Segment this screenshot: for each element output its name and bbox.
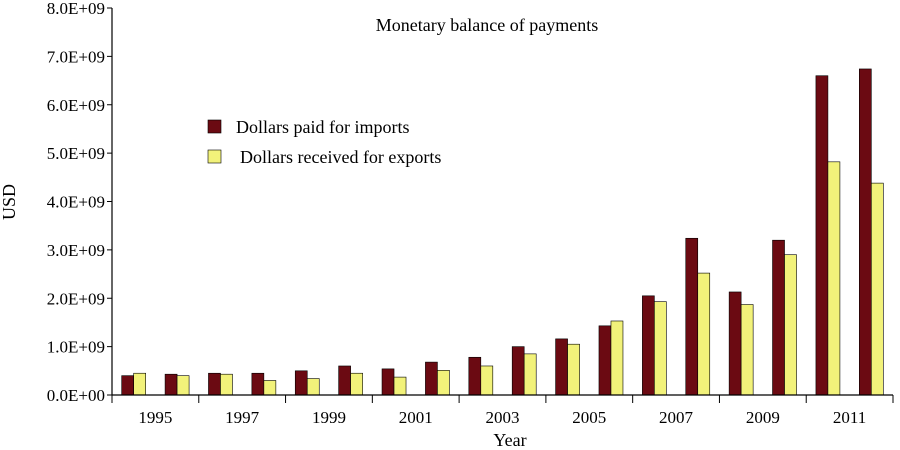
bar-imports-2004 (511, 346, 525, 396)
x-tick-label: 2011 (833, 408, 866, 427)
x-tick-label: 2005 (572, 408, 606, 427)
bar-imports-1996 (164, 373, 178, 396)
bar-exports-2005 (567, 343, 580, 396)
x-tick-label: 2003 (486, 408, 520, 427)
bar-exports-2003 (480, 365, 494, 396)
y-tick-label: 0.0E+00 (47, 386, 105, 405)
x-tick-label: 2009 (746, 408, 780, 427)
bar-exports-2001 (393, 376, 407, 396)
bar-imports-1998 (251, 372, 265, 396)
bar-exports-2000 (350, 372, 363, 396)
bar-imports-1995 (121, 375, 134, 396)
x-tick-label: 1995 (138, 408, 172, 427)
y-tick-label: 3.0E+09 (47, 241, 105, 260)
bar-exports-2004 (523, 353, 537, 396)
x-tick-label: 2001 (399, 408, 433, 427)
bar-imports-2010 (772, 239, 785, 396)
bar-imports-2002 (425, 361, 438, 396)
y-axis: 0.0E+00 1.0E+09 2.0E+09 3.0E+09 4.0E+09 5.0E+… (47, 0, 112, 405)
bar-exports-2006 (610, 320, 624, 396)
bar-imports-2001 (381, 368, 395, 396)
bar-imports-1999 (294, 370, 308, 396)
x-axis-title: Year (493, 430, 526, 450)
legend: Dollars paid for imports Dollars receive… (207, 117, 441, 167)
bar-imports-2005 (555, 338, 568, 396)
bar-exports-2002 (437, 370, 450, 396)
y-tick-label: 6.0E+09 (47, 96, 105, 115)
y-tick-label: 2.0E+09 (47, 289, 105, 308)
bar-imports-2003 (468, 356, 482, 396)
legend-swatch-imports (207, 119, 222, 134)
legend-swatch-exports (207, 149, 222, 164)
chart-title: Monetary balance of payments (376, 15, 598, 35)
bar-imports-1997 (208, 372, 221, 396)
bar-imports-2007 (642, 295, 655, 396)
bar-imports-2008 (685, 237, 699, 396)
x-tick-label: 2007 (659, 408, 694, 427)
bar-exports-1999 (306, 378, 320, 396)
y-tick-label: 7.0E+09 (47, 47, 105, 66)
bars (121, 68, 884, 396)
bar-exports-2012 (871, 182, 884, 396)
bar-exports-2007 (654, 301, 667, 396)
x-tick-label: 1997 (225, 408, 260, 427)
bar-imports-2006 (598, 325, 612, 396)
bar-imports-2000 (338, 365, 351, 396)
bar-exports-1997 (220, 373, 233, 396)
bar-exports-2010 (784, 254, 797, 396)
legend-label-exports: Dollars received for exports (240, 147, 441, 167)
y-tick-label: 1.0E+09 (47, 338, 105, 357)
x-axis: 1995 1997 1999 2001 2003 2005 2007 2009 2011 (111, 395, 894, 427)
bar-exports-2011 (827, 161, 841, 396)
bar-imports-2012 (859, 68, 872, 396)
bar-exports-1998 (263, 380, 277, 396)
y-tick-label: 8.0E+09 (47, 0, 105, 18)
bar-exports-2009 (740, 304, 754, 396)
y-tick-label: 4.0E+09 (47, 193, 105, 212)
bar-imports-2011 (815, 75, 829, 396)
x-tick-label: 1999 (312, 408, 346, 427)
bar-exports-2008 (697, 272, 711, 396)
bar-exports-1995 (133, 372, 146, 396)
y-axis-title: USD (0, 184, 19, 220)
y-tick-label: 5.0E+09 (47, 144, 105, 163)
bar-exports-1996 (176, 375, 190, 396)
legend-label-imports: Dollars paid for imports (236, 117, 409, 137)
bar-imports-2009 (728, 291, 742, 396)
